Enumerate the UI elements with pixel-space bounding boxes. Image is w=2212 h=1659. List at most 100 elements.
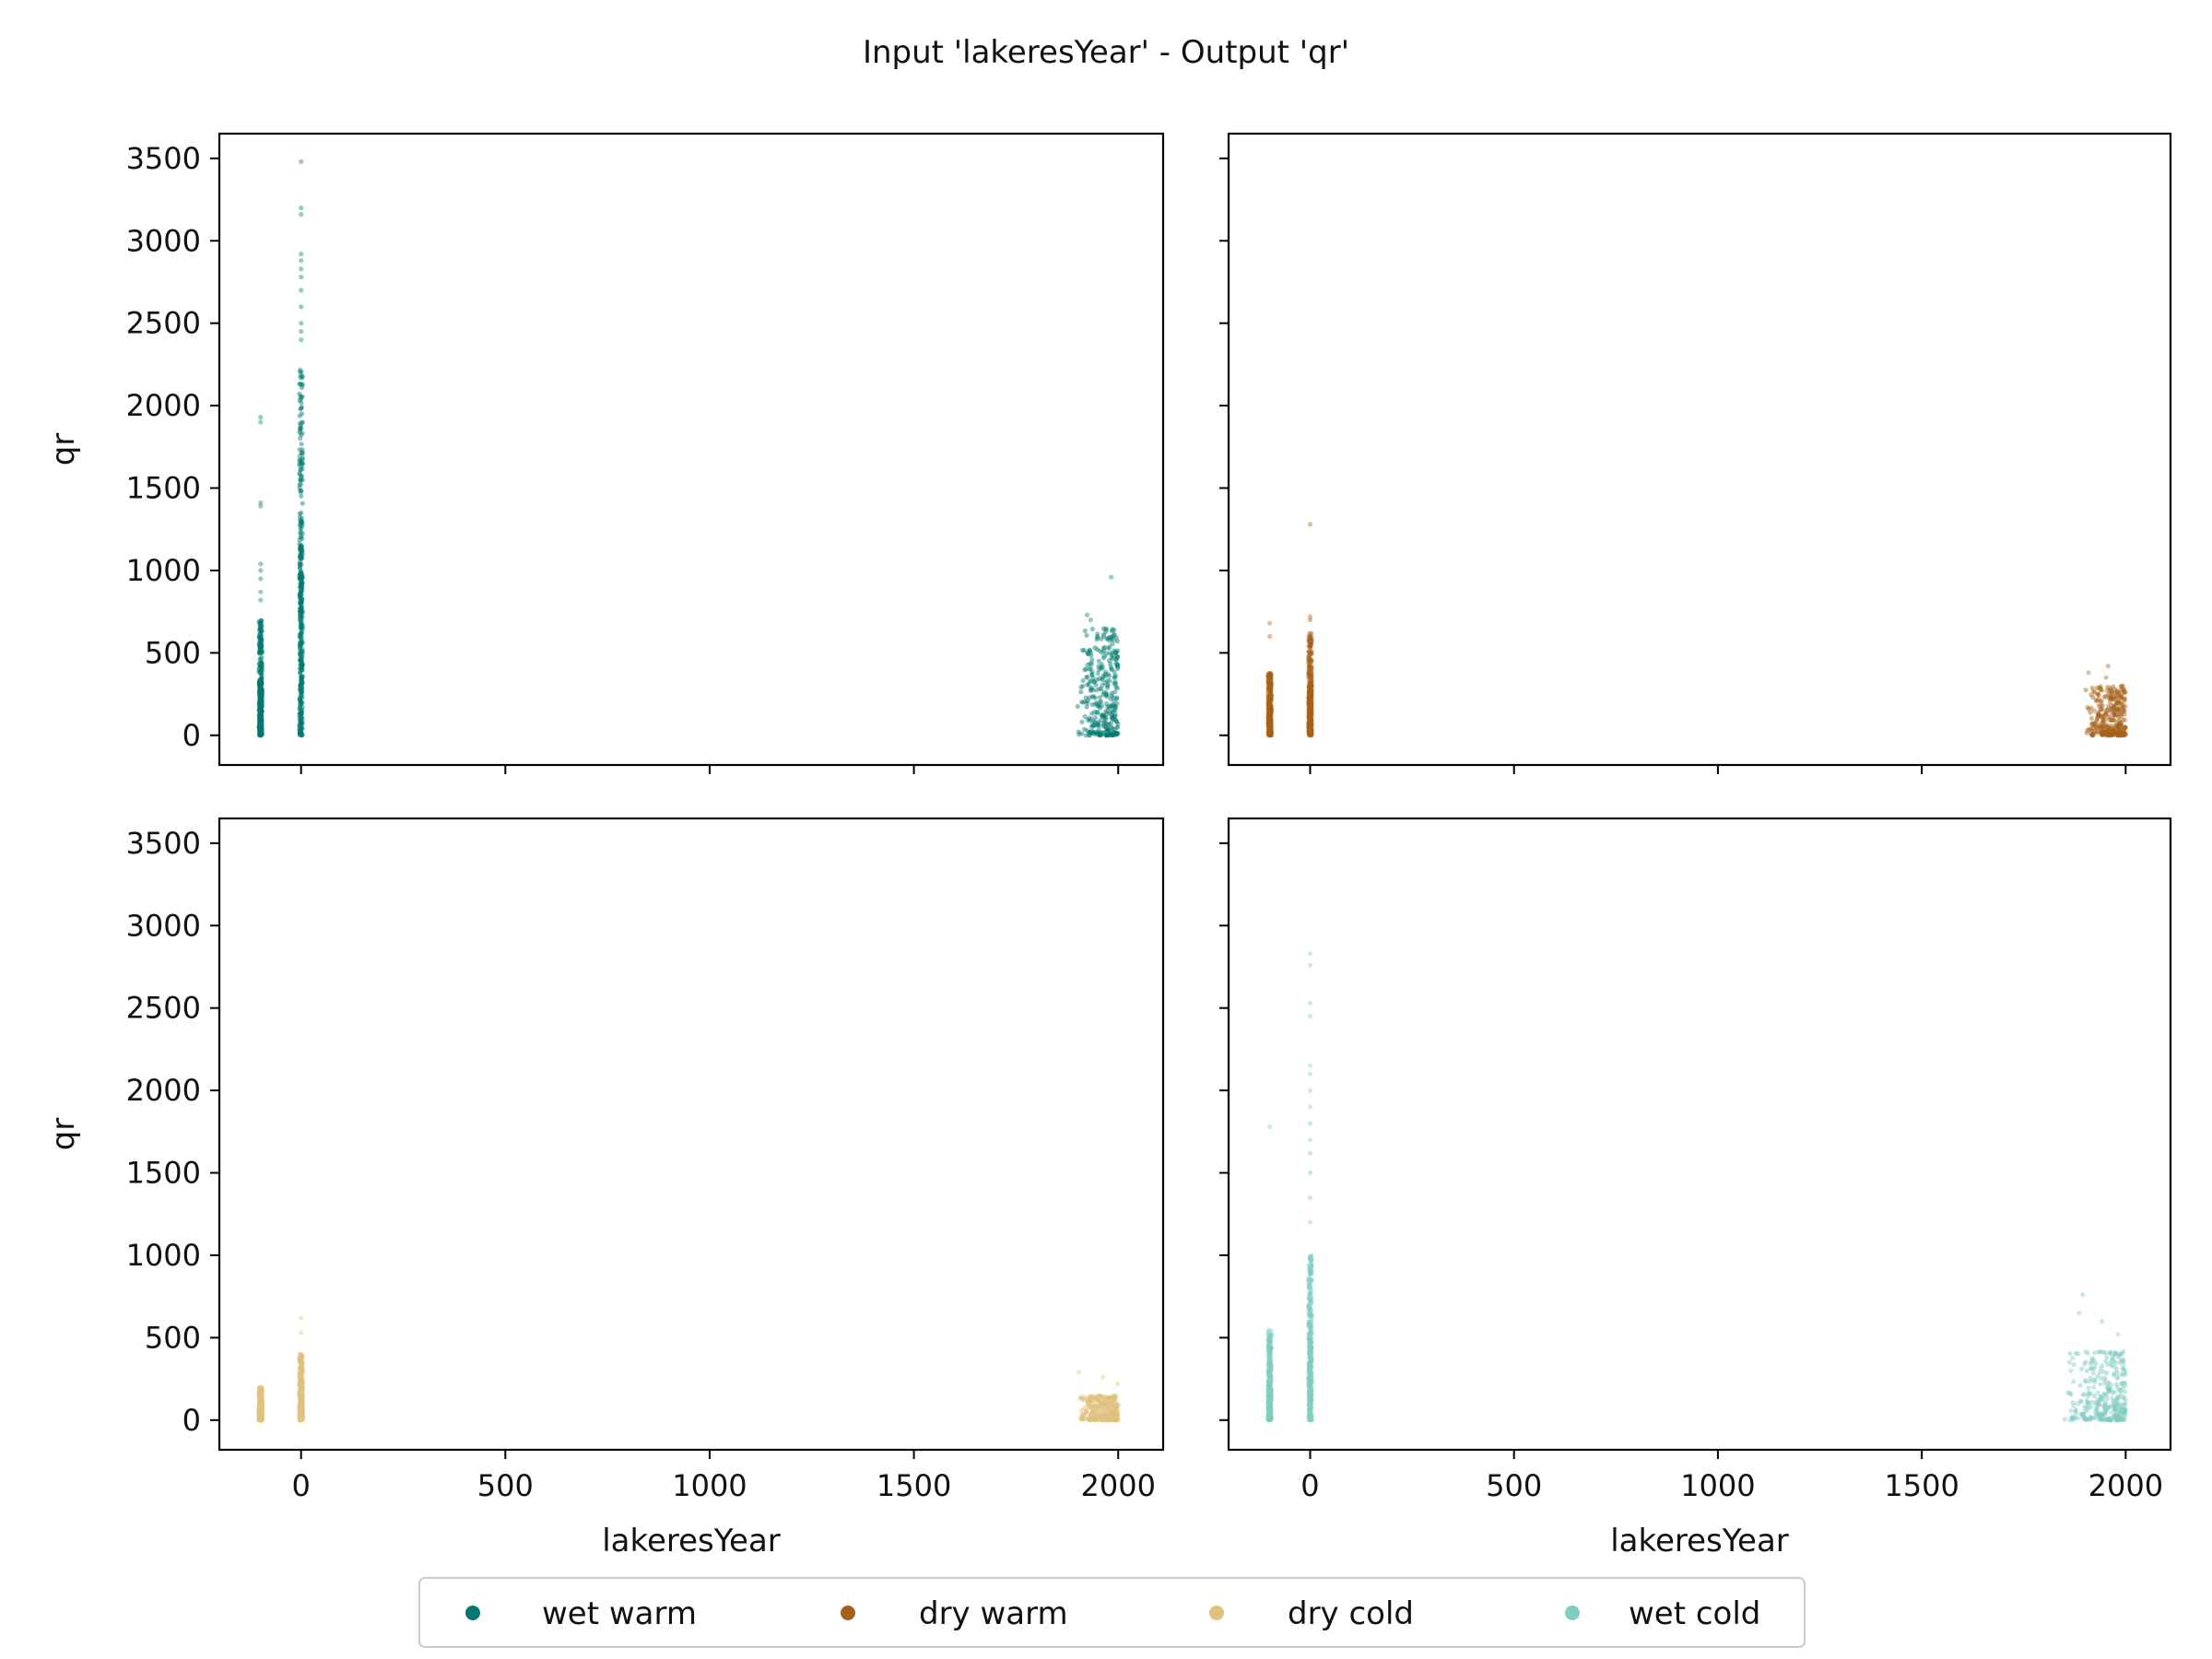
data-point (2114, 1415, 2120, 1420)
data-point (1091, 1395, 1097, 1401)
data-point (2121, 1416, 2126, 1421)
data-point (2099, 707, 2104, 712)
data-point (299, 1354, 305, 1360)
data-point (1090, 675, 1096, 681)
data-point (256, 669, 262, 675)
data-point (256, 1384, 263, 1390)
data-point (258, 670, 264, 676)
data-point (257, 1393, 263, 1398)
data-point (1307, 657, 1312, 663)
data-point (2103, 1416, 2109, 1421)
data-point (1102, 1414, 1108, 1419)
outlier-point (1307, 1088, 1313, 1093)
data-point (1086, 1418, 1091, 1423)
data-point (299, 1369, 304, 1374)
data-point (1306, 1307, 1312, 1312)
data-point (1267, 1352, 1273, 1358)
data-point (2100, 1363, 2105, 1369)
data-point (1112, 674, 1117, 679)
data-point (297, 457, 302, 463)
data-point (1100, 1418, 1105, 1423)
data-point (1090, 722, 1096, 727)
data-point (258, 1387, 264, 1393)
data-point (2097, 686, 2102, 691)
data-point (1267, 701, 1273, 707)
data-point (2112, 1372, 2117, 1378)
data-point (2116, 1408, 2123, 1414)
data-point (299, 460, 305, 465)
data-point (298, 530, 303, 536)
data-point (1087, 1398, 1093, 1404)
data-point (2070, 1418, 2077, 1423)
data-point (2109, 1363, 2114, 1369)
data-point (1105, 1395, 1111, 1401)
data-point (1309, 1257, 1314, 1263)
legend-label: dry cold (1288, 1595, 1414, 1632)
data-point (2116, 718, 2122, 724)
data-point (2100, 728, 2105, 735)
data-point (256, 642, 263, 649)
data-point (1112, 717, 1117, 723)
data-point (1084, 704, 1089, 710)
data-point (299, 515, 305, 522)
data-point (1306, 1331, 1312, 1336)
outlier-point (2077, 1311, 2082, 1316)
data-point (1110, 1417, 1115, 1422)
data-point (2103, 1359, 2109, 1364)
data-point (1109, 724, 1114, 730)
data-point (1111, 703, 1116, 709)
data-point (298, 396, 303, 402)
data-point (1087, 1415, 1092, 1420)
data-point (1100, 1406, 1105, 1413)
data-point (299, 1354, 304, 1360)
data-point (1097, 1393, 1102, 1399)
data-point (1267, 687, 1274, 692)
plot-frame (218, 132, 1165, 767)
data-point (2112, 706, 2117, 712)
data-point (1110, 733, 1115, 738)
data-point (1112, 631, 1117, 637)
data-point (2109, 1409, 2114, 1415)
data-point (2088, 710, 2093, 715)
data-point (1094, 1394, 1100, 1400)
data-point (1267, 1365, 1273, 1371)
data-point (1306, 634, 1312, 640)
data-point (1306, 1321, 1312, 1326)
data-point (1094, 731, 1100, 736)
data-point (299, 603, 304, 609)
data-point (2088, 715, 2094, 722)
data-point (2084, 1397, 2089, 1403)
data-point (1308, 1295, 1313, 1301)
data-point (259, 643, 265, 650)
data-point (1105, 733, 1111, 738)
data-point (1309, 650, 1314, 655)
data-point (1104, 636, 1110, 641)
data-point (2083, 1403, 2088, 1409)
data-point (1100, 626, 1106, 631)
data-point (1268, 692, 1274, 698)
data-point (298, 436, 303, 441)
data-point (2091, 1366, 2097, 1371)
data-point (1268, 685, 1274, 690)
data-point (1078, 1416, 1084, 1421)
data-point (257, 1389, 263, 1394)
data-point (2116, 722, 2122, 727)
data-point (2112, 1351, 2119, 1357)
data-point (1309, 1255, 1314, 1261)
data-point (1306, 1262, 1312, 1268)
data-point (2112, 709, 2118, 714)
data-point (2116, 699, 2122, 704)
data-point (299, 519, 304, 524)
data-point (2100, 721, 2105, 726)
y-tick-label: 3000 (126, 223, 201, 258)
data-point (1090, 1413, 1096, 1418)
data-point (259, 1392, 265, 1397)
data-point (1088, 1405, 1093, 1410)
data-point (1266, 1347, 1272, 1353)
data-point (259, 660, 265, 665)
data-point (259, 1395, 265, 1402)
data-point (1268, 1368, 1274, 1373)
data-point (2100, 718, 2106, 724)
data-point (1308, 1324, 1313, 1330)
data-point (1098, 730, 1103, 735)
